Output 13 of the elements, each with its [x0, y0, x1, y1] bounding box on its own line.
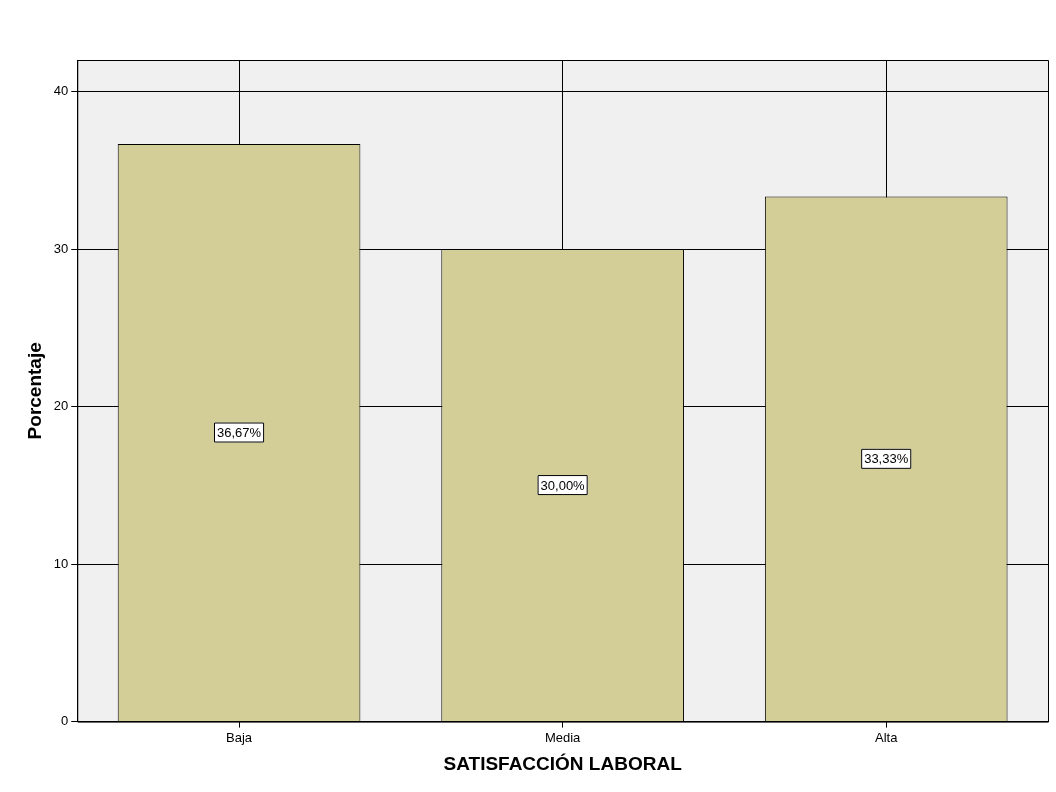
data-label: 33,33% — [864, 451, 909, 467]
y-tick-label: 10 — [53, 555, 69, 571]
y-tick-label: 30 — [53, 240, 69, 256]
y-tick-label: 40 — [53, 83, 69, 99]
y-axis-title: Porcentaje — [23, 342, 45, 440]
x-tick-label: Baja — [226, 729, 253, 745]
data-label: 36,67% — [217, 425, 262, 441]
y-tick-label: 20 — [53, 398, 69, 414]
x-tick-label: Alta — [875, 729, 899, 745]
data-label: 30,00% — [540, 477, 586, 493]
y-tick-label: 0 — [61, 713, 69, 729]
x-tick-label: Media — [544, 729, 582, 745]
x-axis-title: SATISFACCIÓN LABORAL — [443, 752, 683, 774]
